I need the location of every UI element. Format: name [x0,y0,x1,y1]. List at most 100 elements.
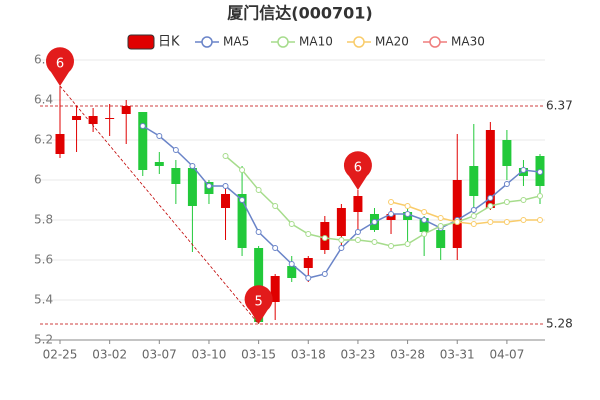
ma-point [288,261,295,267]
x-tick-label: 04-07 [489,348,524,362]
ref-label: 6.37 [546,99,573,113]
ma-point [139,123,146,129]
candle-body [485,130,495,208]
ma-point [503,181,510,187]
x-tick-label: 03-15 [241,348,276,362]
legend-swatch [127,34,155,50]
ma-point [537,193,543,199]
ma-point [487,195,494,201]
candle-body [154,162,164,166]
legend-label: 日K [158,35,180,50]
marker-pin [343,151,372,190]
legend-label: MA5 [223,35,249,49]
candle-body [237,194,247,248]
ma-point [437,215,444,221]
ma-point [470,213,477,219]
ma-point [288,221,295,227]
ma-point [388,211,395,217]
candle-body [452,180,462,248]
ma-point [338,245,345,251]
legend-label: MA20 [375,35,409,49]
candle-body [436,230,446,248]
ma-point [421,209,428,215]
ma-point [321,271,328,277]
ma-point [487,203,494,209]
ma-line [390,201,540,225]
x-tick-label: 03-02 [92,348,127,362]
ma-point [222,153,229,159]
ma-point [470,221,477,227]
candle-body [121,106,131,114]
candle-body [55,134,65,154]
ref-label: 5.28 [546,317,573,331]
ma-point [172,147,179,153]
x-tick-label: 03-18 [291,348,326,362]
ma-point [321,235,328,241]
ma-point [503,199,510,205]
ma-point [470,207,477,213]
ma-point [239,197,246,203]
ma-point [272,245,279,251]
ma-point [537,169,543,175]
y-tick-label: 6.4 [34,93,53,107]
candle-body [105,118,115,119]
ma-point [205,183,212,189]
legend-dot [429,36,441,48]
ma-point [520,217,527,223]
candle-body [254,248,264,322]
y-tick-label: 6 [34,173,42,187]
candle-body [187,168,197,206]
ma-point [404,211,411,217]
marker-pin [244,285,273,324]
marker-pin [46,47,75,86]
x-tick-label: 03-23 [340,348,375,362]
x-tick-label: 03-07 [142,348,177,362]
ma-line [142,125,541,279]
ma-point [255,229,262,235]
ma-line [225,155,541,247]
marker-label: 6 [354,161,362,176]
candle-body [419,218,429,232]
ma-point [371,239,378,245]
y-tick-label: 5.8 [34,213,53,227]
ma-point [255,187,262,193]
ma-point [354,237,361,243]
ma-point [454,219,461,225]
candle-body [469,166,479,196]
candle-body [221,194,231,208]
ma-point [305,231,312,237]
candle-body [336,208,346,236]
candle-body [303,258,313,268]
ma-point [487,219,494,225]
ma-point [404,241,411,247]
ma-point [222,183,229,189]
x-tick-label: 03-10 [192,348,227,362]
legend-dot [277,36,289,48]
ma-point [537,217,543,223]
candle-body [138,112,148,170]
candle-body [287,266,297,278]
y-tick-label: 6.2 [34,133,53,147]
legend-label: MA10 [299,35,333,49]
legend-dot [353,36,365,48]
x-tick-label: 03-28 [390,348,425,362]
chart-title: 厦门信达(000701) [227,4,372,23]
ma-point [421,231,428,237]
candle-body [171,168,181,184]
x-tick-label: 03-31 [440,348,475,362]
ma-point [189,163,196,169]
ma-point [272,203,279,209]
candle-body [88,116,98,124]
ma-point [305,275,312,281]
ma-point [421,217,428,223]
ma-point [520,167,527,173]
ma-point [371,219,378,225]
trend-line [59,85,259,325]
ma-point [388,243,395,249]
legend-dot [201,36,213,48]
y-tick-label: 5.6 [34,253,53,267]
ma-point [388,199,395,205]
ma-point [503,219,510,225]
marker-label: 5 [254,295,262,310]
